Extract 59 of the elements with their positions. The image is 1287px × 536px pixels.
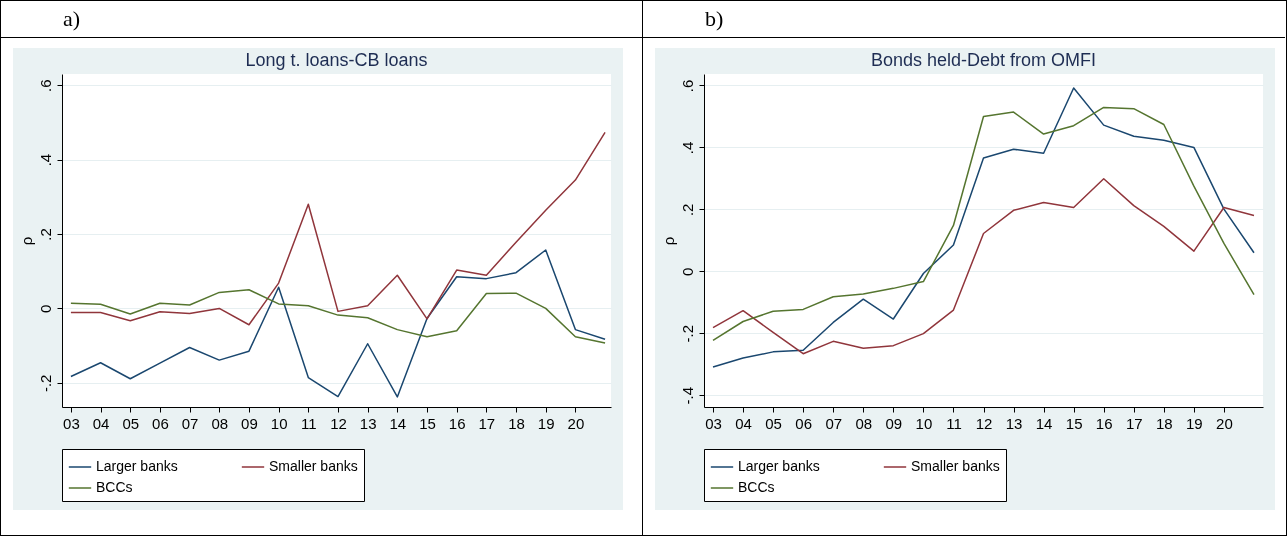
x-tick-label: 10 — [270, 414, 288, 432]
text: b) — [643, 1, 1285, 38]
legend-label: Larger banks — [738, 458, 820, 474]
x-tick-label: 13 — [1005, 414, 1023, 432]
x-tick-label: 09 — [241, 414, 258, 432]
x-tick-label: 20 — [1216, 414, 1233, 432]
y-tick-label: .2 — [36, 228, 54, 241]
legend-label: BCCs — [96, 479, 133, 495]
x-tick-label: 03 — [63, 414, 80, 432]
y-axis-title: ρ — [659, 236, 677, 246]
x-tick-label: 07 — [825, 414, 843, 432]
y-axis-title: ρ — [17, 236, 35, 246]
x-tick-label: 04 — [92, 414, 110, 432]
x-tick-label: 05 — [122, 414, 140, 432]
x-tick-label: 18 — [508, 414, 525, 432]
legend-label: Larger banks — [96, 458, 178, 474]
x-tick-label: 16 — [448, 414, 466, 432]
x-tick-label: 18 — [1155, 414, 1173, 432]
x-tick-label: 19 — [1186, 414, 1203, 432]
chart-title: Bonds held-Debt from OMFI — [870, 50, 1097, 70]
y-tick-label: .6 — [678, 79, 696, 93]
x-tick-label: 15 — [1065, 414, 1083, 432]
x-tick-label: 03 — [705, 414, 722, 432]
y-tick-label: .4 — [36, 153, 54, 167]
x-tick-label: 16 — [1095, 414, 1113, 432]
legend-label: Smaller banks — [269, 458, 358, 474]
y-tick-label: .4 — [678, 141, 696, 155]
x-tick-label: 08 — [855, 414, 873, 432]
legend-label: BCCs — [738, 479, 775, 495]
x-tick-label: 11 — [946, 414, 962, 432]
legend-label: Smaller banks — [911, 458, 1000, 474]
y-tick-label: -.2 — [36, 374, 54, 393]
x-tick-label: 06 — [152, 414, 169, 432]
y-tick-label: 0 — [678, 267, 696, 276]
y-tick-label: .2 — [678, 203, 696, 217]
x-tick-label: 17 — [478, 414, 496, 432]
x-tick-label: 07 — [181, 414, 199, 432]
x-tick-label: 19 — [537, 414, 555, 432]
x-tick-label: 14 — [1035, 414, 1053, 432]
text: a) — [1, 1, 642, 38]
x-tick-label: 06 — [795, 414, 813, 432]
x-tick-label: 12 — [975, 414, 993, 432]
x-tick-label: 20 — [567, 414, 585, 432]
x-tick-label: 05 — [765, 414, 782, 432]
y-tick-label: 0 — [36, 304, 54, 314]
x-tick-label: 04 — [735, 414, 752, 432]
x-tick-label: 09 — [885, 414, 903, 432]
x-tick-label: 14 — [389, 414, 407, 432]
x-tick-label: 13 — [359, 414, 377, 432]
chart-title: Long t. loans-CB loans — [245, 50, 428, 70]
x-tick-label: 11 — [301, 414, 317, 432]
y-tick-label: -.4 — [678, 386, 696, 405]
x-tick-label: 17 — [1125, 414, 1143, 432]
x-tick-label: 15 — [419, 414, 436, 432]
x-tick-label: 08 — [211, 414, 229, 432]
x-tick-label: 10 — [915, 414, 933, 432]
y-tick-label: .6 — [36, 79, 54, 92]
y-tick-label: -.2 — [678, 325, 696, 343]
x-tick-label: 12 — [330, 414, 347, 432]
